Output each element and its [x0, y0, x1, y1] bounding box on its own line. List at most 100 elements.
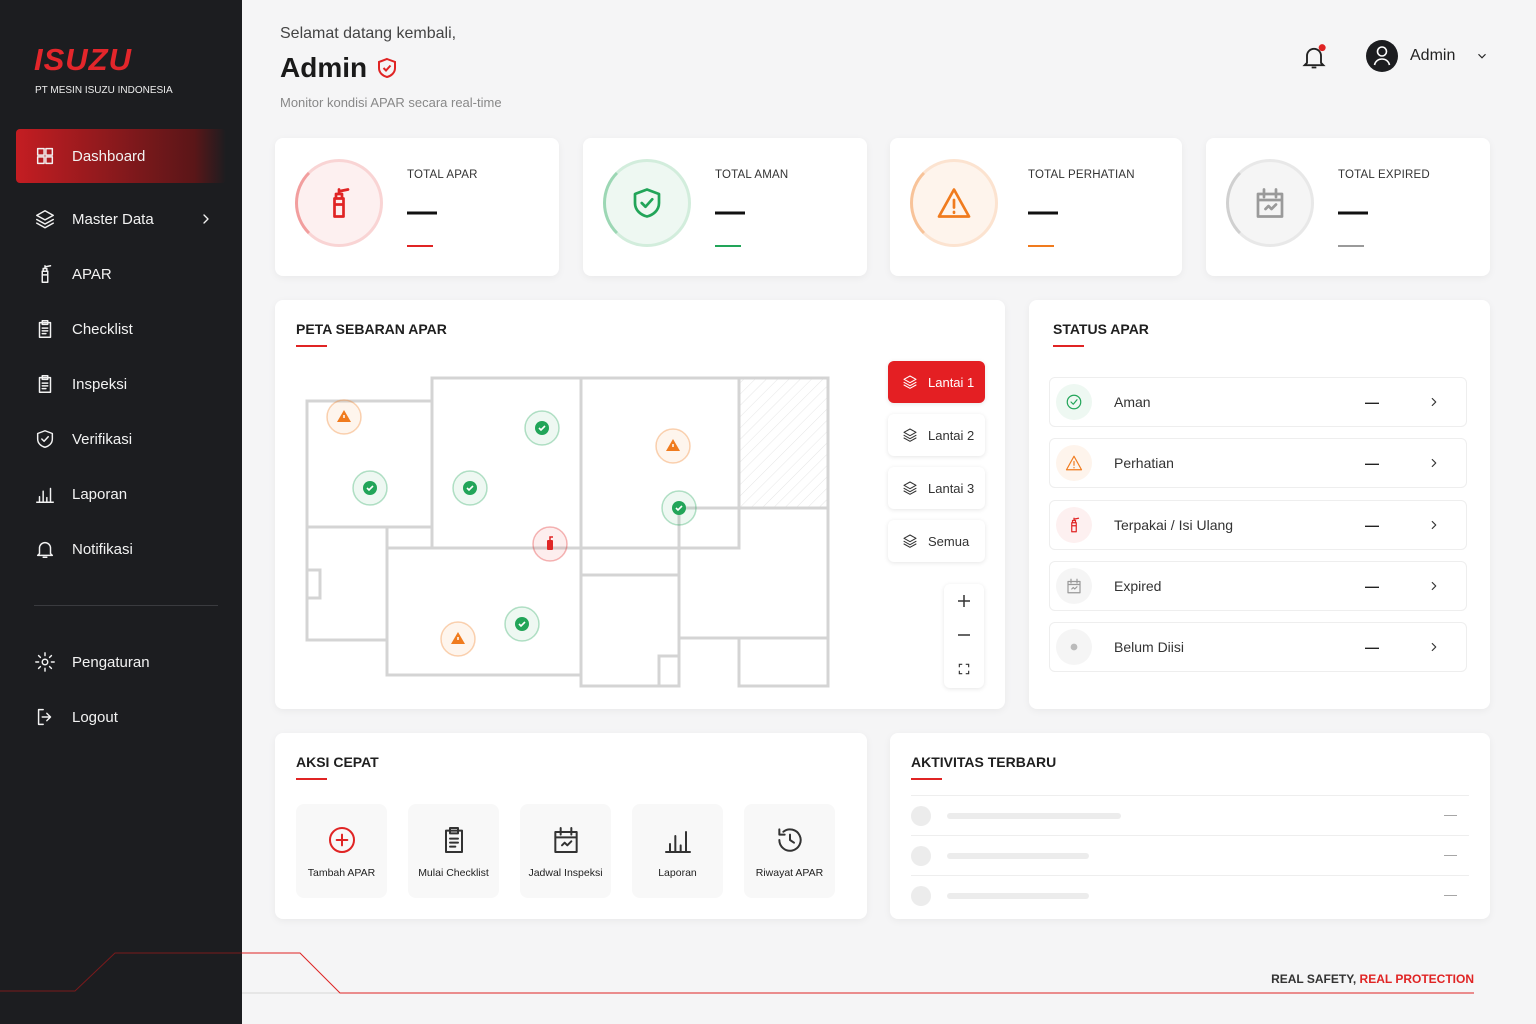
icon	[36, 210, 54, 229]
icon	[777, 828, 802, 852]
nav-item[interactable]: Dashboard	[16, 129, 226, 183]
icon	[444, 827, 463, 853]
status-row[interactable]: Terpakai / Isi Ulang —	[1049, 500, 1467, 550]
icon	[35, 652, 55, 672]
icon	[1431, 642, 1437, 652]
nav-label: Dashboard	[72, 147, 146, 165]
user-name: Admin	[1410, 47, 1456, 64]
nav-label: Logout	[72, 708, 118, 726]
status-row[interactable]: Expired —	[1049, 561, 1467, 611]
icon	[1071, 517, 1080, 533]
stat-card: TOTAL EXPIRED —	[1206, 138, 1490, 276]
status-row[interactable]: Aman —	[1049, 377, 1467, 427]
map-marker[interactable]	[352, 470, 388, 506]
activity-card: AKTIVITAS TERBARU — — —	[890, 733, 1490, 919]
placeholder-line	[947, 813, 1121, 819]
nav-item[interactable]: Laporan	[16, 467, 226, 521]
nav-label: APAR	[72, 265, 112, 283]
card-title: PETA SEBARAN APAR	[296, 321, 447, 337]
floor-label: Lantai 3	[928, 480, 975, 496]
chevron	[1427, 456, 1441, 470]
zoom-out[interactable]	[956, 627, 972, 643]
stat-card: TOTAL APAR —	[275, 138, 559, 276]
stat-value: —	[407, 195, 437, 228]
nav-item[interactable]: Checklist	[16, 302, 226, 356]
card-title: STATUS APAR	[1053, 321, 1149, 337]
quick-action-label: Riwayat APAR	[755, 867, 824, 879]
quick-action[interactable]: Laporan	[632, 804, 723, 898]
floor-label: Lantai 2	[928, 427, 975, 443]
icon	[937, 188, 971, 218]
title-underline	[911, 778, 942, 780]
nav-item[interactable]: APAR	[16, 247, 226, 301]
verified-icon	[378, 57, 396, 79]
nav-item[interactable]: Notifikasi	[16, 522, 226, 576]
icon	[1256, 188, 1284, 218]
map-marker[interactable]	[326, 399, 362, 435]
stat-card: TOTAL PERHATIAN —	[890, 138, 1182, 276]
quick-action[interactable]: Mulai Checklist	[408, 804, 499, 898]
floor-button[interactable]: Lantai 3	[888, 467, 985, 509]
map-marker[interactable]	[532, 526, 568, 562]
icon	[38, 320, 52, 338]
map-marker[interactable]	[524, 410, 560, 446]
sidebar-decoration	[0, 952, 242, 992]
zoom-control	[944, 584, 984, 688]
floor-button[interactable]: Semua	[888, 520, 985, 562]
icon	[36, 147, 54, 165]
stat-value: —	[1338, 195, 1368, 228]
footer-decoration	[242, 952, 1474, 994]
nav-item[interactable]: Logout	[16, 690, 226, 744]
status-label: Terpakai / Isi Ulang	[1114, 517, 1234, 533]
nav-item[interactable]: Verifikasi	[16, 412, 226, 466]
floor-button[interactable]: Lantai 1	[888, 361, 985, 403]
status-value: —	[1365, 517, 1379, 533]
status-icon	[1056, 629, 1092, 665]
status-value: —	[1365, 394, 1379, 410]
activity-value: —	[1444, 807, 1457, 822]
title-underline	[296, 778, 327, 780]
quick-action[interactable]: Tambah APAR	[296, 804, 387, 898]
tagline: REAL SAFETY,	[1271, 972, 1357, 986]
nav-item[interactable]: Master Data	[16, 192, 226, 246]
chevron	[1427, 518, 1441, 532]
icon	[1431, 520, 1437, 530]
zoom-in[interactable]	[956, 593, 972, 609]
floor-button[interactable]: Lantai 2	[888, 414, 985, 456]
quick-action[interactable]: Jadwal Inspeksi	[520, 804, 611, 898]
status-value: —	[1365, 639, 1379, 655]
icon	[38, 375, 52, 393]
user-menu[interactable]: Admin	[1366, 40, 1496, 72]
nav-label: Checklist	[72, 320, 133, 338]
floor-plan[interactable]	[300, 370, 835, 695]
map-marker[interactable]	[440, 621, 476, 657]
company-name: PT MESIN ISUZU INDONESIA	[35, 85, 173, 96]
placeholder-avatar	[911, 846, 931, 866]
nav-label: Master Data	[72, 210, 154, 228]
avatar	[1366, 40, 1398, 72]
nav-item[interactable]: Inspeksi	[16, 357, 226, 411]
stat-icon	[603, 159, 691, 247]
map-marker[interactable]	[504, 606, 540, 642]
stat-icon	[910, 159, 998, 247]
map-marker[interactable]	[452, 470, 488, 506]
stat-card: TOTAL AMAN —	[583, 138, 867, 276]
nav-item[interactable]: Pengaturan	[16, 635, 226, 689]
map-marker[interactable]	[655, 428, 691, 464]
status-value: —	[1365, 578, 1379, 594]
status-row[interactable]: Perhatian —	[1049, 438, 1467, 488]
icon	[1431, 397, 1437, 407]
notification-bell[interactable]	[1300, 43, 1328, 71]
quick-action[interactable]: Riwayat APAR	[744, 804, 835, 898]
row-divider	[911, 795, 1469, 796]
stat-accent	[1338, 245, 1364, 247]
row-divider	[911, 835, 1469, 836]
status-label: Aman	[1114, 394, 1151, 410]
status-icon	[1056, 507, 1092, 543]
admin-name: Admin	[280, 52, 368, 83]
map-marker[interactable]	[661, 490, 697, 526]
status-row[interactable]: Belum Diisi —	[1049, 622, 1467, 672]
fullscreen[interactable]	[957, 662, 971, 676]
footer-tagline: REAL SAFETY, REAL PROTECTION	[1271, 972, 1474, 986]
greeting: Selamat datang kembali,	[280, 25, 457, 42]
